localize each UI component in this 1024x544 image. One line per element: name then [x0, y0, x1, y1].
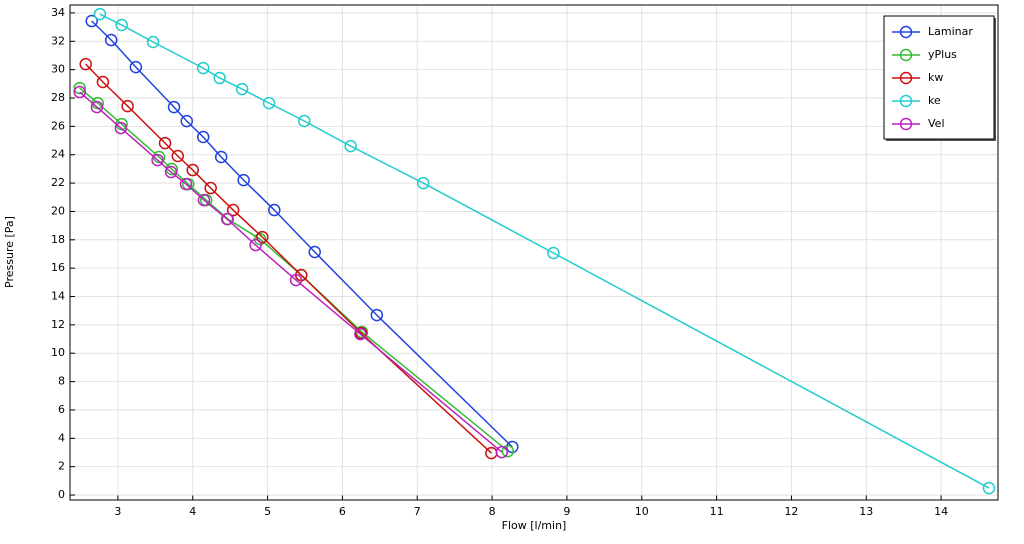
y-axis-label: Pressure [Pa] — [3, 216, 16, 288]
data-point — [416, 176, 430, 190]
data-point — [179, 177, 193, 191]
legend-label: Laminar — [928, 25, 973, 38]
data-point — [114, 121, 128, 135]
x-axis-label: Flow [l/min] — [502, 519, 567, 532]
y-tick-label: 18 — [51, 233, 65, 246]
y-tick-label: 12 — [51, 318, 65, 331]
x-tick-label: 9 — [563, 505, 570, 518]
data-point — [164, 165, 178, 179]
x-tick-label: 7 — [414, 505, 421, 518]
series-line — [79, 87, 509, 452]
data-point — [370, 308, 384, 322]
legend-label: kw — [928, 71, 943, 84]
data-point — [237, 173, 250, 187]
y-tick-label: 6 — [58, 403, 65, 416]
data-point — [256, 230, 269, 244]
legend-marker — [899, 94, 913, 108]
data-point — [289, 273, 303, 287]
y-tick-label: 24 — [51, 148, 65, 161]
data-point — [501, 444, 515, 458]
y-tick-label: 32 — [51, 34, 65, 47]
legend-marker — [899, 117, 913, 131]
data-point — [79, 57, 92, 71]
legend-marker — [899, 48, 913, 62]
x-tick-label: 11 — [710, 505, 724, 518]
y-tick-label: 0 — [58, 488, 65, 501]
data-point — [129, 60, 143, 74]
data-point — [268, 203, 281, 217]
data-point — [146, 35, 160, 49]
legend-marker — [899, 25, 913, 39]
data-point — [249, 238, 262, 252]
data-point — [213, 71, 226, 85]
data-point — [171, 149, 185, 163]
data-point — [982, 481, 996, 495]
data-point — [226, 203, 240, 217]
data-point — [151, 153, 164, 167]
data-point — [506, 440, 519, 454]
legend-label: Vel — [928, 117, 945, 130]
x-tick-label: 8 — [489, 505, 496, 518]
series-line — [91, 20, 513, 448]
y-tick-label: 8 — [58, 375, 65, 388]
data-point — [90, 100, 104, 114]
x-tick-label: 13 — [859, 505, 873, 518]
data-point — [115, 18, 128, 32]
y-tick-label: 22 — [51, 176, 65, 189]
y-tick-label: 26 — [51, 119, 65, 132]
y-tick-label: 4 — [58, 431, 65, 444]
x-tick-label: 12 — [784, 505, 798, 518]
x-tick-label: 6 — [339, 505, 346, 518]
data-point — [297, 114, 311, 128]
y-tick-label: 10 — [51, 346, 65, 359]
x-tick-label: 10 — [635, 505, 649, 518]
data-point — [158, 136, 172, 150]
data-point — [180, 114, 193, 128]
y-tick-label: 28 — [51, 91, 65, 104]
data-point — [93, 7, 107, 21]
data-point — [220, 212, 234, 226]
data-point — [73, 81, 86, 95]
series-line — [85, 63, 492, 454]
x-tick-label: 5 — [264, 505, 271, 518]
legend-marker — [899, 71, 913, 85]
data-point — [96, 75, 110, 89]
y-tick-label: 20 — [51, 204, 65, 217]
x-tick-label: 14 — [934, 505, 948, 518]
series-line — [79, 91, 503, 453]
data-point — [354, 327, 367, 341]
data-point — [262, 96, 276, 110]
series-line — [99, 13, 990, 489]
y-tick-label: 2 — [58, 460, 65, 473]
y-tick-label: 16 — [51, 261, 65, 274]
data-point — [235, 82, 249, 96]
data-point — [344, 139, 357, 153]
x-tick-label: 3 — [114, 505, 121, 518]
legend-label: yPlus — [928, 48, 957, 61]
data-point — [495, 445, 509, 459]
y-tick-label: 34 — [51, 6, 65, 19]
data-point — [167, 100, 181, 114]
legend-label: ke — [928, 94, 941, 107]
data-point — [308, 245, 321, 259]
data-point — [104, 33, 118, 47]
data-point — [547, 246, 560, 260]
data-point — [196, 61, 210, 75]
data-point — [214, 150, 228, 164]
data-point — [186, 163, 199, 177]
y-tick-label: 30 — [51, 63, 65, 76]
data-point — [197, 193, 211, 207]
y-tick-label: 14 — [51, 290, 65, 303]
data-point — [85, 14, 98, 28]
x-tick-label: 4 — [189, 505, 196, 518]
data-point — [121, 99, 134, 113]
data-point — [204, 181, 217, 195]
data-point — [196, 130, 210, 144]
data-point — [73, 85, 86, 99]
plot-frame — [69, 4, 999, 501]
